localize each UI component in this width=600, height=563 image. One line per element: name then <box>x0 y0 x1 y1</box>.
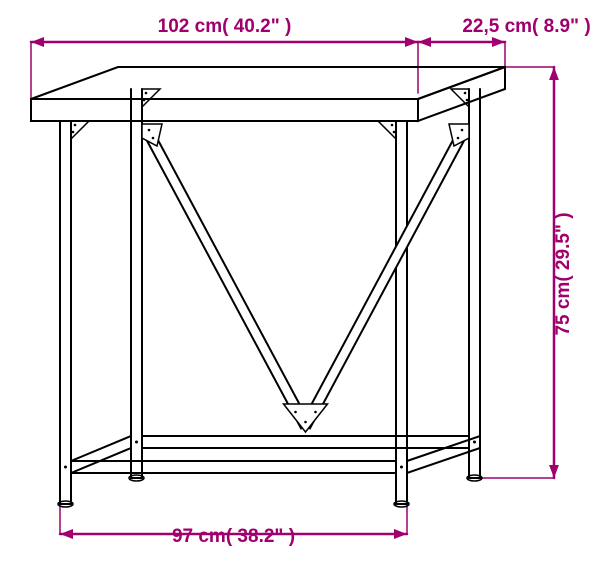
dim-label-top-depth: 22,5 cm( 8.9" ) <box>437 16 600 38</box>
dim-label-height: 75 cm( 29.5" ) <box>553 194 575 354</box>
dim-label-top-width: 102 cm( 40.2" ) <box>145 16 305 38</box>
diagram-canvas: 102 cm( 40.2" ) 22,5 cm( 8.9" ) 75 cm( 2… <box>0 0 600 563</box>
table-drawing <box>0 0 600 563</box>
dim-label-leg-span: 97 cm( 38.2" ) <box>154 526 314 548</box>
